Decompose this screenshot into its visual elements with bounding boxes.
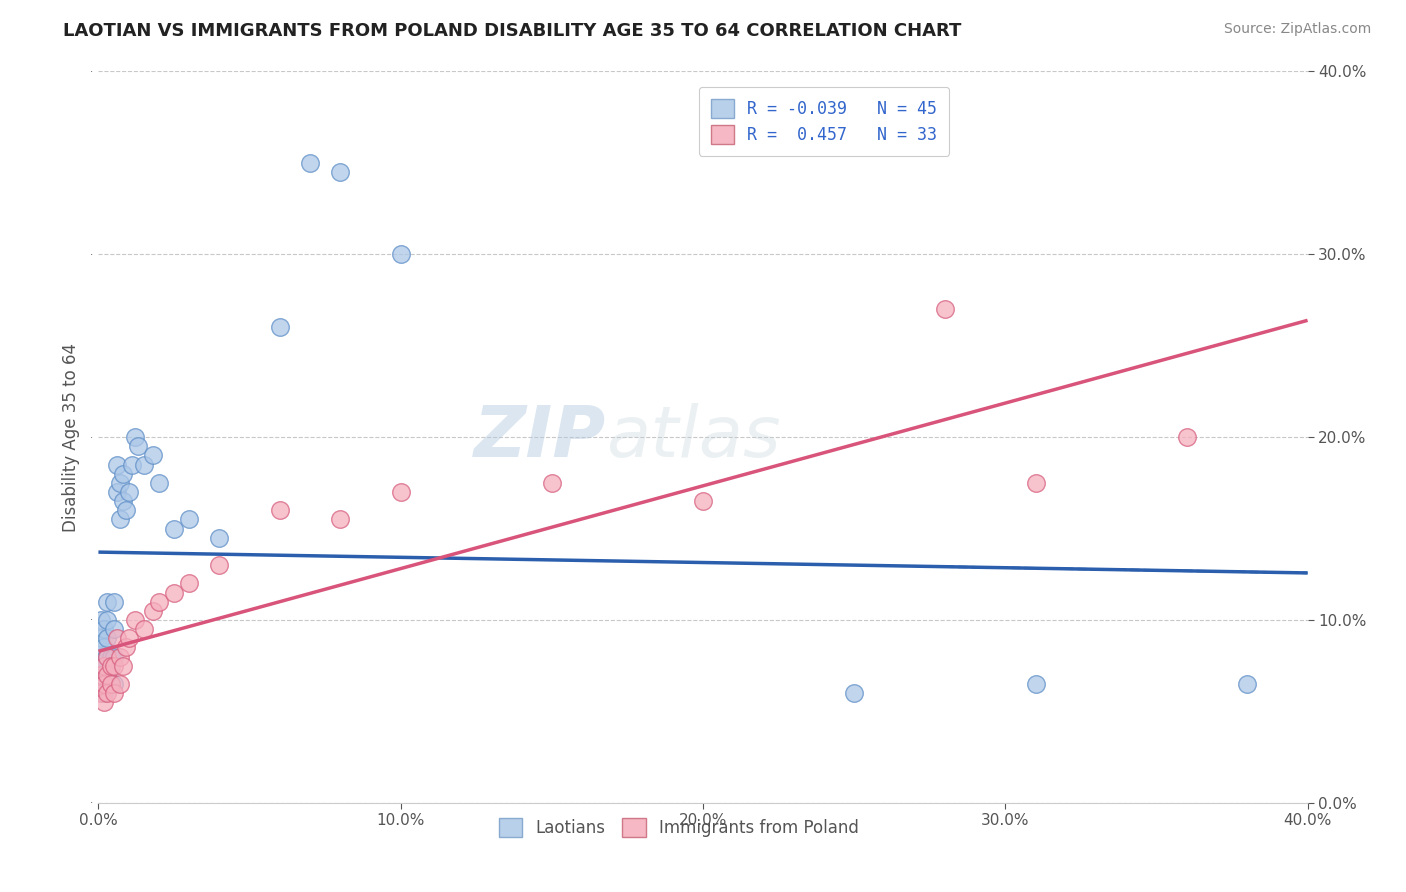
Text: atlas: atlas — [606, 402, 780, 472]
Point — [108, 677, 131, 691]
Point — [105, 458, 128, 472]
Point — [96, 594, 118, 608]
Point — [121, 458, 143, 472]
Point — [105, 485, 128, 500]
Point — [96, 667, 118, 681]
Point — [96, 613, 118, 627]
Point — [114, 503, 136, 517]
Point — [100, 649, 122, 664]
Point — [1024, 677, 1046, 691]
Point — [179, 512, 201, 526]
Text: LAOTIAN VS IMMIGRANTS FROM POLAND DISABILITY AGE 35 TO 64 CORRELATION CHART: LAOTIAN VS IMMIGRANTS FROM POLAND DISABI… — [63, 22, 962, 40]
Point — [93, 677, 115, 691]
Point — [96, 686, 118, 700]
Point — [118, 485, 141, 500]
Point — [108, 649, 131, 664]
Point — [269, 320, 291, 334]
Point — [142, 448, 165, 462]
Point — [93, 677, 115, 691]
Point — [208, 531, 231, 545]
Point — [93, 640, 115, 655]
Point — [90, 649, 112, 664]
Point — [100, 677, 122, 691]
Point — [100, 658, 122, 673]
Point — [90, 686, 112, 700]
Point — [103, 594, 125, 608]
Point — [103, 649, 125, 664]
Point — [90, 613, 112, 627]
Point — [148, 594, 170, 608]
Point — [90, 667, 112, 681]
Point — [540, 475, 562, 490]
Point — [142, 604, 165, 618]
Point — [132, 622, 155, 636]
Point — [163, 585, 186, 599]
Point — [93, 658, 115, 673]
Point — [124, 613, 146, 627]
Point — [93, 622, 115, 636]
Point — [1024, 475, 1046, 490]
Point — [96, 667, 118, 681]
Point — [93, 658, 115, 673]
Point — [111, 658, 134, 673]
Point — [132, 458, 155, 472]
Point — [103, 622, 125, 636]
Point — [844, 686, 866, 700]
Point — [93, 695, 115, 709]
Point — [105, 632, 128, 646]
Point — [103, 658, 125, 673]
Point — [329, 165, 352, 179]
Point — [934, 301, 956, 317]
Point — [127, 439, 149, 453]
Point — [90, 632, 112, 646]
Point — [90, 667, 112, 681]
Point — [269, 503, 291, 517]
Point — [93, 686, 115, 700]
Point — [389, 247, 412, 261]
Point — [179, 576, 201, 591]
Point — [163, 521, 186, 535]
Point — [103, 686, 125, 700]
Point — [108, 512, 131, 526]
Text: ZIP: ZIP — [474, 402, 606, 472]
Point — [114, 640, 136, 655]
Point — [111, 467, 134, 481]
Point — [100, 658, 122, 673]
Point — [96, 649, 118, 664]
Text: Source: ZipAtlas.com: Source: ZipAtlas.com — [1223, 22, 1371, 37]
Point — [108, 475, 131, 490]
Point — [329, 512, 352, 526]
Point — [1175, 430, 1198, 444]
Point — [148, 475, 170, 490]
Point — [96, 632, 118, 646]
Point — [124, 430, 146, 444]
Point — [103, 677, 125, 691]
Point — [1236, 677, 1258, 691]
Y-axis label: Disability Age 35 to 64: Disability Age 35 to 64 — [62, 343, 80, 532]
Point — [100, 677, 122, 691]
Point — [208, 558, 231, 573]
Point — [299, 156, 322, 170]
Point — [96, 649, 118, 664]
Point — [692, 494, 714, 508]
Point — [389, 485, 412, 500]
Legend: Laotians, Immigrants from Poland: Laotians, Immigrants from Poland — [491, 810, 868, 846]
Point — [111, 494, 134, 508]
Point — [118, 632, 141, 646]
